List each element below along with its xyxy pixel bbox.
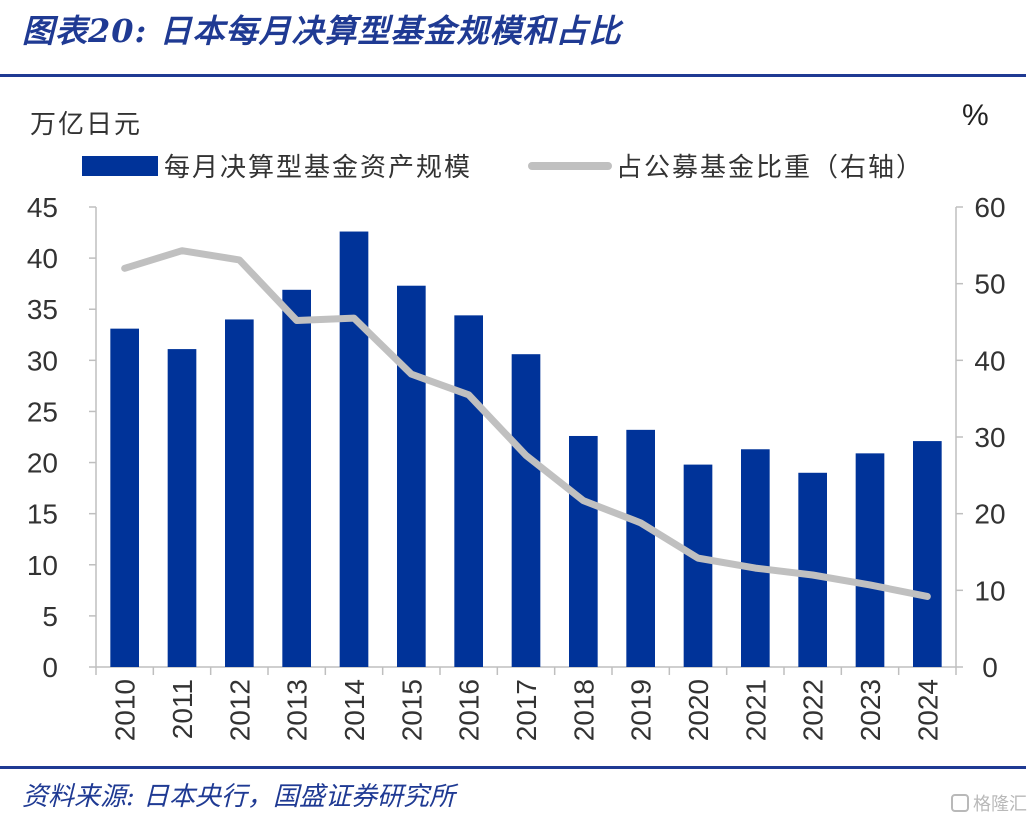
x-tick-label: 2022 — [798, 679, 829, 741]
watermark: 格隆汇 — [951, 790, 1027, 816]
right-axis-unit: % — [962, 99, 989, 132]
right-tick-label: 10 — [974, 575, 1005, 606]
share-line — [121, 247, 931, 600]
x-tick-label: 2018 — [568, 679, 599, 741]
right-tick-label: 40 — [974, 345, 1005, 376]
bar — [282, 289, 311, 667]
legend-bar-label: 每月决算型基金资产规模 — [164, 153, 472, 183]
x-tick-label: 2024 — [912, 679, 943, 741]
figure-title: 图表20: 日本每月决算型基金规模和占比 — [22, 12, 622, 50]
x-tick-label: 2020 — [683, 679, 714, 741]
left-tick-label: 10 — [27, 550, 58, 581]
bar — [167, 349, 197, 667]
left-tick-label: 30 — [27, 345, 58, 376]
bar — [339, 231, 369, 668]
legend-bar-swatch — [82, 156, 158, 176]
right-tick-label: 0 — [982, 652, 998, 683]
x-tick-label: 2012 — [224, 679, 255, 741]
watermark-icon — [951, 794, 969, 812]
chart: 0 5 10 15 20 25 30 35 40 45 0 10 20 30 40 50 60 2010 2011 2… — [27, 99, 1006, 741]
bar — [110, 328, 139, 667]
left-tick-label: 25 — [27, 396, 58, 427]
left-tick-label: 5 — [42, 601, 58, 632]
x-tick-label: 2021 — [740, 679, 771, 741]
x-tick-label: 2011 — [167, 679, 198, 739]
bar — [454, 315, 483, 667]
bar — [913, 441, 942, 667]
bar — [798, 472, 827, 667]
bar — [225, 319, 254, 667]
x-tick-label: 2017 — [511, 679, 542, 741]
bar — [683, 464, 713, 667]
left-tick-label: 15 — [27, 499, 58, 530]
left-tick-label: 45 — [27, 192, 58, 223]
title-rule — [0, 74, 1026, 77]
bar — [626, 429, 655, 667]
x-tick-label: 2010 — [110, 679, 141, 741]
right-tick-label: 30 — [974, 422, 1005, 453]
x-tick-label: 2019 — [626, 679, 657, 741]
bar — [569, 435, 598, 667]
right-tick-label: 50 — [974, 269, 1005, 300]
x-tick-label: 2023 — [855, 679, 886, 741]
bar — [855, 453, 885, 667]
x-tick-label: 2014 — [339, 679, 370, 741]
right-tick-label: 60 — [974, 192, 1005, 223]
right-tick-label: 20 — [974, 499, 1005, 530]
watermark-text: 格隆汇 — [973, 794, 1027, 815]
left-tick-label: 20 — [27, 448, 58, 479]
left-tick-label: 35 — [27, 294, 58, 325]
x-tick-label: 2016 — [454, 679, 485, 741]
left-tick-label: 0 — [42, 652, 58, 683]
x-tick-label: 2013 — [282, 679, 313, 741]
bar — [511, 354, 541, 667]
source-note: 资料来源: 日本央行，国盛证券研究所 — [22, 782, 456, 812]
legend-line-label: 占公募基金比重（右轴） — [616, 153, 924, 183]
left-tick-label: 40 — [27, 243, 58, 274]
x-tick-label: 2015 — [396, 679, 427, 741]
left-axis-unit: 万亿日元 — [30, 110, 142, 140]
source-rule — [0, 766, 1026, 769]
bar — [397, 285, 426, 667]
bar — [741, 449, 770, 667]
